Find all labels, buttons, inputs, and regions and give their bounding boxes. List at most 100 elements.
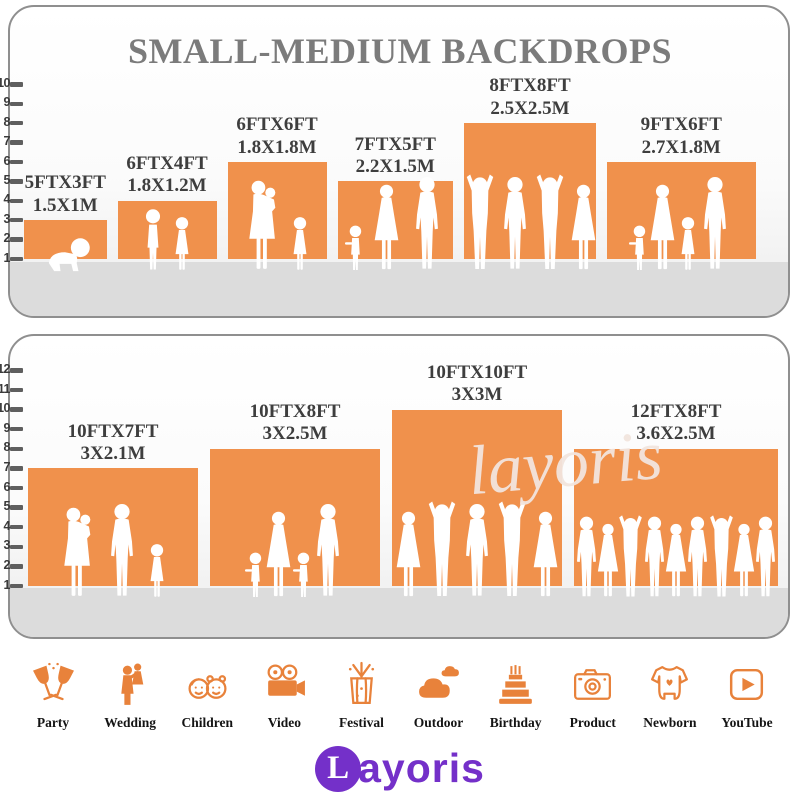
ruler-tick [10,82,23,87]
silhouette-girl [145,543,169,599]
outdoor-icon [419,666,459,698]
silhouette-man-up [530,174,570,272]
bar-size-ft: 10FTX10FT [426,361,528,383]
bar-size-label: 6FTX4FT 1.8X1.2M [126,153,207,198]
ruler-number: 7 [3,459,11,474]
silhouette-man-up [422,501,462,599]
children-icon [188,675,227,699]
ruler-tick [10,426,23,432]
category-festival: Festival [324,661,398,731]
backdrop-bar-6ftx6ft: 6FTX6FT 1.8X1.8M [227,114,327,259]
silhouette-group [118,208,217,272]
ruler-number: 3 [3,538,11,553]
bar-size-label: 10FTX8FT 3X2.5M [250,401,341,446]
bar-size-label: 10FTX10FT 3X3M [427,362,527,407]
ruler-number: 4 [3,518,11,533]
product-icon [574,669,612,700]
silhouette-woman-baby [57,507,99,599]
ruler-number: 12 [0,361,11,376]
ruler-tick [10,544,23,550]
silhouette-man [749,516,782,599]
bar-size-ft: 5FTX3FT [24,172,106,194]
bar-size-m: 3X3M [451,384,503,406]
ruler-number: 9 [3,95,11,110]
bar-size-m: 1.8X1.2M [127,175,207,197]
category-label: Festival [338,715,384,730]
silhouette-woman-baby [242,180,284,272]
silhouette-man-up [492,501,532,599]
silhouette-group [574,515,778,599]
ruler-number: 7 [3,134,11,149]
ruler-number: 1 [3,577,11,592]
silhouette-man [103,503,141,599]
silhouette-toddler [344,224,365,272]
bar-size-m: 2.2X1.5M [355,155,435,177]
ruler-tick [10,101,23,107]
ruler-tick [10,583,23,589]
silhouette-man [458,503,496,599]
ruler-tick [10,368,23,373]
bar-size-ft: 12FTX8FT [630,400,722,422]
festival-icon [348,661,375,705]
backdrop-bar-10ftx10ft: 10FTX10FT 3X3M [392,362,562,586]
category-label: Wedding [104,715,156,730]
silhouette-group [210,503,380,599]
silhouette-man [496,176,534,272]
bar-size-ft: 7FTX5FT [354,133,436,155]
category-label: Outdoor [413,715,464,730]
video-icon [267,664,305,696]
ruler-number: 6 [3,479,11,494]
ruler-number: 10 [0,75,11,90]
bar-size-ft: 6FTX6FT [236,114,318,136]
category-label: Party [36,715,70,730]
bar-size-ft: 10FTX8FT [249,400,341,422]
ruler-number: 8 [3,440,11,455]
category-row: Party Wedding Children Video [16,661,784,731]
backdrop-bar-5ftx3ft: 5FTX3FT 1.5X1M [24,172,107,259]
silhouette-woman [566,184,601,272]
ruler-tick [10,524,23,530]
backdrop-bar-6ftx4ft: 6FTX4FT 1.8X1.2M [117,153,217,259]
bar-size-m: 2.7X1.8M [641,136,721,158]
category-label: YouTube [721,715,773,730]
category-label: Video [267,715,301,730]
ruler-tick [10,140,23,145]
backdrop-bar-10ftx8ft: 10FTX8FT 3X2.5M [210,401,380,586]
bar-size-ft: 10FTX7FT [67,420,159,442]
logo-mark: L [315,745,362,792]
silhouette-group [338,176,454,272]
ruler-tick [10,407,23,412]
youtube-icon [730,668,764,701]
category-newborn: Newborn [633,661,707,731]
bar-size-label: 12FTX8FT 3.6X2.5M [631,401,722,446]
bar-size-ft: 6FTX4FT [126,152,208,174]
ruler-number: 10 [0,401,11,416]
category-birthday: Birthday [479,661,553,731]
ruler-tick [10,237,23,242]
silhouette-group [607,176,756,272]
ruler-tick [10,198,23,204]
ruler-number: 2 [3,557,11,572]
birthday-icon [499,665,533,704]
category-label: Newborn [643,715,697,730]
bar-size-m: 3.6X2.5M [636,423,716,445]
ruler-number: 11 [0,381,11,396]
bar-size-m: 2.5X2.5M [490,97,570,119]
main-title: SMALL-MEDIUM BACKDROPS [127,31,672,71]
ruler-number: 6 [3,153,11,168]
ruler-tick [10,159,23,165]
silhouette-woman [528,511,563,599]
bar-size-m: 3X2.5M [262,423,328,445]
backdrop-bar-12ftx8ft: 12FTX8FT 3.6X2.5M [574,401,778,586]
category-label: Product [569,715,616,730]
bar-size-ft: 8FTX8FT [489,75,571,97]
ruler-number: 2 [3,231,11,246]
category-youtube: YouTube [710,661,784,731]
ruler-number: 5 [3,172,11,187]
ruler-number: 5 [3,499,11,514]
silhouette-man [696,176,734,272]
silhouette-group [28,503,198,599]
bar-size-label: 7FTX5FT 2.2X1.5M [355,134,436,179]
ruler-tick [10,446,23,452]
